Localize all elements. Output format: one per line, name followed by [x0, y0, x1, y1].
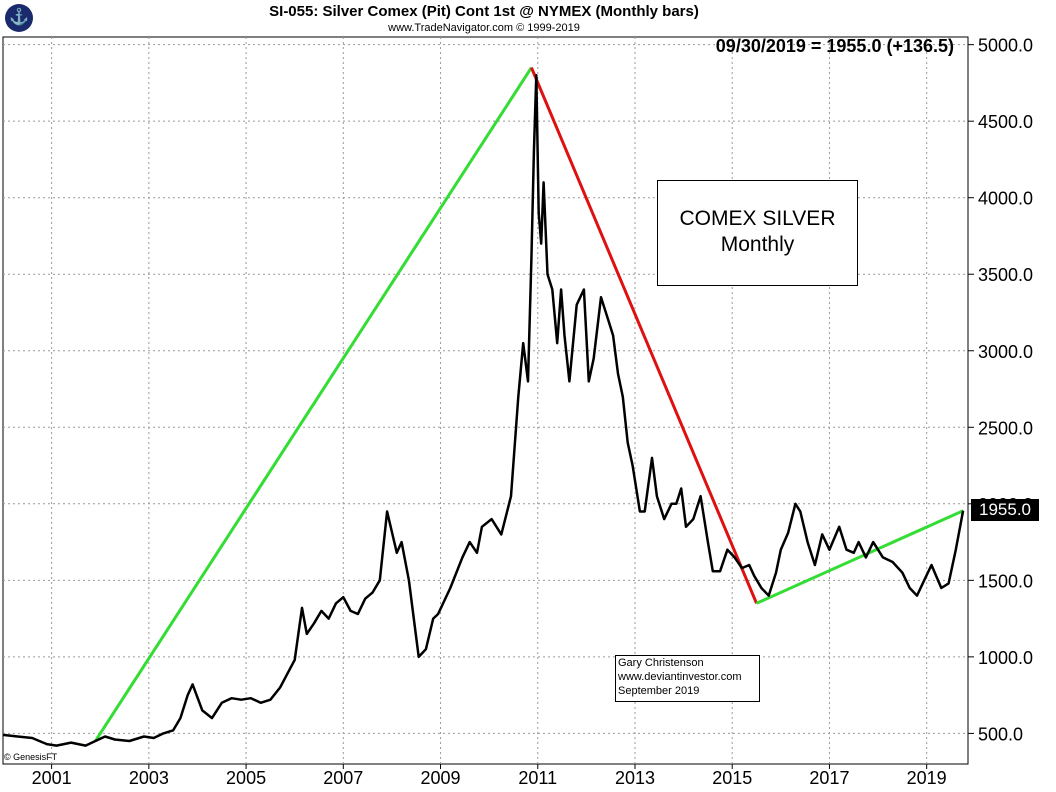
chart-title: SI-055: Silver Comex (Pit) Cont 1st @ NY…	[269, 3, 699, 20]
y-tick-label: 5000.0	[978, 36, 1033, 56]
last-price-tag: 1955.0	[971, 499, 1039, 521]
y-tick-label: 1000.0	[978, 648, 1033, 668]
y-tick-label: 500.0	[978, 724, 1023, 744]
copyright-label: © GenesisFT	[4, 752, 58, 762]
x-tick-label: 2017	[809, 768, 849, 788]
y-tick-label: 4000.0	[978, 189, 1033, 209]
author-date: September 2019	[618, 685, 700, 697]
x-tick-label: 2005	[226, 768, 266, 788]
y-tick-label: 3500.0	[978, 265, 1033, 285]
annotation-box-line1: COMEX SILVER	[679, 207, 836, 230]
x-tick-label: 2001	[32, 768, 72, 788]
y-tick-label: 1500.0	[978, 571, 1033, 591]
author-name: Gary Christenson	[618, 657, 704, 669]
annotation-box-comex-silver: COMEX SILVER Monthly	[657, 180, 858, 286]
y-tick-label: 2500.0	[978, 418, 1033, 438]
price-series	[2, 74, 965, 747]
author-site: www.deviantinvestor.com	[618, 671, 742, 683]
x-tick-label: 2015	[712, 768, 752, 788]
x-tick-label: 2007	[323, 768, 363, 788]
x-axis: 2001 2003 2005 2007 2009 2011 2013 2015 2017 2019	[32, 764, 947, 788]
x-tick-label: 2019	[907, 768, 947, 788]
trendlines	[94, 66, 964, 742]
trendline-3	[755, 509, 964, 605]
price-line	[2, 74, 965, 747]
plot-frame	[2, 36, 969, 765]
y-axis: 500.01000.01500.02000.02500.03000.03500.…	[968, 36, 1033, 744]
last-value-readout: 09/30/2019 = 1955.0 (+136.5)	[715, 36, 954, 56]
author-credit-box: Gary Christenson www.deviantinvestor.com…	[615, 655, 760, 702]
x-tick-label: 2003	[129, 768, 169, 788]
y-tick-label: 4500.0	[978, 112, 1033, 132]
y-tick-label: 3000.0	[978, 342, 1033, 362]
trendline-2	[530, 67, 758, 604]
annotation-box-line2: Monthly	[720, 233, 795, 256]
trade-navigator-logo-icon: ⚓	[5, 4, 33, 32]
x-tick-label: 2011	[518, 768, 557, 788]
x-tick-label: 2013	[615, 768, 655, 788]
trendline-1	[94, 66, 533, 742]
chart-subtitle: www.TradeNavigator.com © 1999-2019	[388, 22, 580, 34]
x-tick-label: 2009	[421, 768, 461, 788]
grid	[3, 37, 968, 764]
